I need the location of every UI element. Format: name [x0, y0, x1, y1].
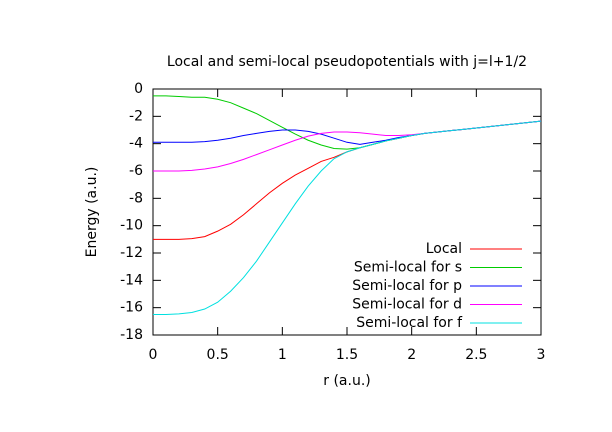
x-tick-label: 0	[149, 347, 158, 363]
y-tick-label: -14	[120, 272, 143, 288]
y-tick-label: -8	[129, 190, 143, 206]
y-tick-label: 0	[134, 81, 143, 97]
legend-label: Semi-local for p	[352, 278, 462, 294]
y-axis-label: Energy (a.u.)	[84, 167, 100, 258]
x-tick-label: 2.5	[465, 347, 487, 363]
x-tick-label: 1.5	[336, 347, 358, 363]
y-tick-label: -18	[120, 327, 143, 343]
y-tick-label: -2	[129, 108, 143, 124]
legend-label: Semi-local for f	[356, 315, 463, 331]
y-tick-label: -10	[120, 218, 143, 234]
y-tick-label: -16	[120, 300, 143, 316]
x-tick-label: 2	[407, 347, 416, 363]
y-tick-label: -4	[129, 136, 143, 152]
x-tick-label: 3	[537, 347, 546, 363]
legend-label: Semi-local for s	[354, 260, 462, 276]
y-tick-label: -12	[120, 245, 143, 261]
x-axis-label: r (a.u.)	[323, 373, 370, 389]
y-tick-label: -6	[129, 163, 143, 179]
legend-label: Semi-local for d	[352, 297, 462, 313]
x-tick-label: 0.5	[207, 347, 229, 363]
x-tick-label: 1	[278, 347, 287, 363]
series-line	[153, 120, 542, 315]
legend-label: Local	[426, 241, 462, 257]
chart-title: Local and semi-local pseudopotentials wi…	[167, 54, 527, 70]
